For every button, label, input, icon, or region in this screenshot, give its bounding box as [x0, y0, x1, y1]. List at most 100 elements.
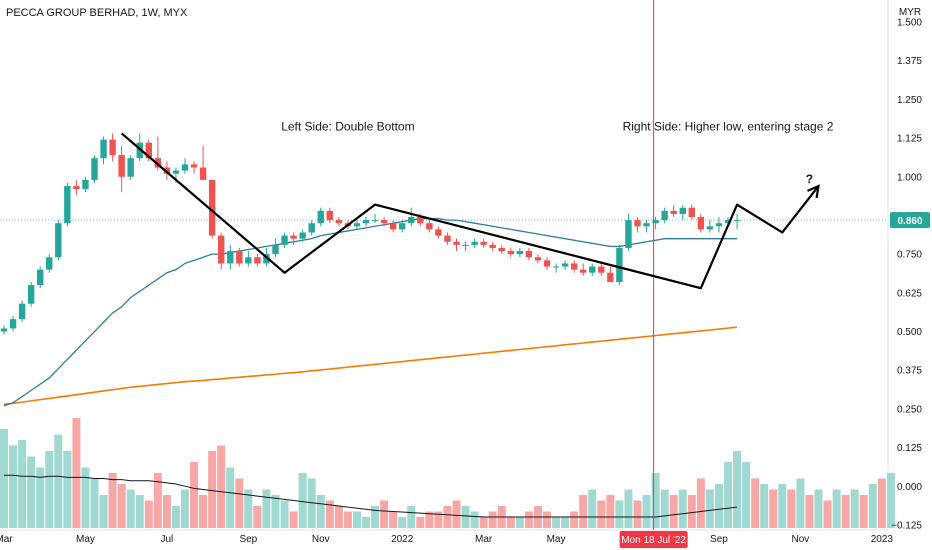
candle-body: [199, 167, 207, 180]
question-mark-annotation: ?: [806, 172, 813, 186]
candle-body: [326, 210, 333, 221]
volume-bar: [425, 511, 434, 528]
volume-bar: [841, 495, 850, 528]
y-tick-label: 1.375: [897, 56, 922, 67]
candle-body: [625, 220, 632, 248]
candle-body: [227, 251, 234, 264]
volume-bar: [434, 511, 443, 528]
candle-body: [462, 244, 469, 246]
y-tick-label: 1.250: [897, 95, 922, 106]
candle-body: [489, 244, 496, 248]
candle-body: [471, 241, 478, 245]
ma-slow-line: [3, 326, 738, 406]
volume-bar: [334, 506, 343, 528]
candle-body: [208, 179, 216, 236]
volume-bar: [678, 489, 687, 528]
candle-body: [9, 319, 17, 329]
candle-body: [335, 220, 343, 224]
y-tick-label: −0.125: [891, 521, 922, 532]
candle-body: [652, 220, 659, 224]
candle-body: [27, 285, 35, 304]
volume-bar: [144, 500, 153, 528]
volume-bar: [181, 489, 189, 528]
candle-body: [616, 247, 623, 283]
volume-bar: [416, 517, 425, 528]
candle-body: [733, 220, 741, 222]
candle-body: [254, 257, 261, 264]
volume-bar: [597, 500, 606, 528]
volume-bar: [289, 511, 298, 528]
volume-bar: [162, 495, 171, 528]
x-tick-label: Nov: [312, 534, 330, 545]
candle-body: [435, 229, 442, 236]
candle-body: [706, 226, 714, 230]
candle-body: [580, 269, 587, 273]
volume-ma-line: [4, 474, 738, 518]
arrow-head: [807, 184, 820, 199]
y-tick-label: 0.750: [897, 250, 922, 261]
volume-bar: [696, 478, 705, 528]
volume-bar: [877, 478, 886, 528]
x-tick-label: May: [547, 534, 566, 545]
candle-body: [109, 139, 116, 156]
volume-bar: [606, 495, 615, 528]
candle-body: [190, 164, 198, 168]
volume-bar: [515, 517, 524, 528]
candle-body: [598, 266, 605, 273]
volume-bar: [108, 473, 117, 528]
currency-label: MYR: [899, 7, 921, 18]
x-tick-label: Mar: [0, 534, 13, 545]
y-tick-label: 0.625: [897, 288, 922, 299]
candle-body: [172, 170, 180, 174]
candle-body: [724, 220, 732, 224]
volume-bar: [506, 517, 515, 528]
candle-body: [516, 251, 524, 255]
volume-bar: [859, 495, 868, 528]
candle-body: [399, 223, 406, 230]
volume-bar: [352, 511, 361, 528]
crosshair-date-label: Mon 18 Jul '22: [621, 535, 686, 546]
candle-body: [534, 257, 542, 261]
y-tick-label: 0.125: [897, 443, 922, 454]
candle-body: [417, 217, 424, 224]
volume-bar: [208, 451, 217, 528]
volume-bar: [9, 445, 18, 528]
volume-bar: [199, 495, 208, 528]
candle-body: [100, 139, 107, 159]
volume-bar: [262, 489, 271, 528]
y-tick-label: 0.000: [897, 482, 922, 493]
volume-bar: [18, 440, 27, 528]
candle-body: [118, 155, 125, 177]
volume-bar: [235, 478, 244, 528]
candle-body: [73, 186, 80, 190]
volume-bar: [135, 495, 144, 528]
pattern-drawing: [120, 132, 820, 290]
candle-body: [697, 217, 705, 230]
volume-bar: [398, 517, 407, 528]
volume-bar: [72, 418, 81, 528]
volume-bar: [244, 489, 253, 528]
candle-body: [299, 232, 306, 239]
x-tick-label: Sep: [710, 534, 728, 545]
candle-body: [272, 244, 279, 255]
x-tick-label: Sep: [239, 534, 257, 545]
volume-bar: [126, 489, 135, 528]
x-tick-label: Jul: [161, 534, 174, 545]
candle-body: [181, 164, 189, 171]
volume-bar: [452, 500, 461, 528]
volume-bar: [588, 489, 597, 528]
candle-body: [91, 158, 98, 180]
y-tick-label: 1.125: [897, 134, 922, 145]
volume-bar: [27, 456, 36, 528]
candle-body: [82, 179, 89, 190]
volume-bar: [561, 517, 570, 528]
volume-bar: [642, 495, 651, 528]
volume-bar: [325, 500, 334, 528]
volume-bar: [153, 473, 162, 528]
candle-body: [679, 207, 686, 214]
volume-bar: [90, 478, 99, 528]
volume-bar: [633, 500, 642, 528]
volume-bar: [380, 500, 389, 528]
